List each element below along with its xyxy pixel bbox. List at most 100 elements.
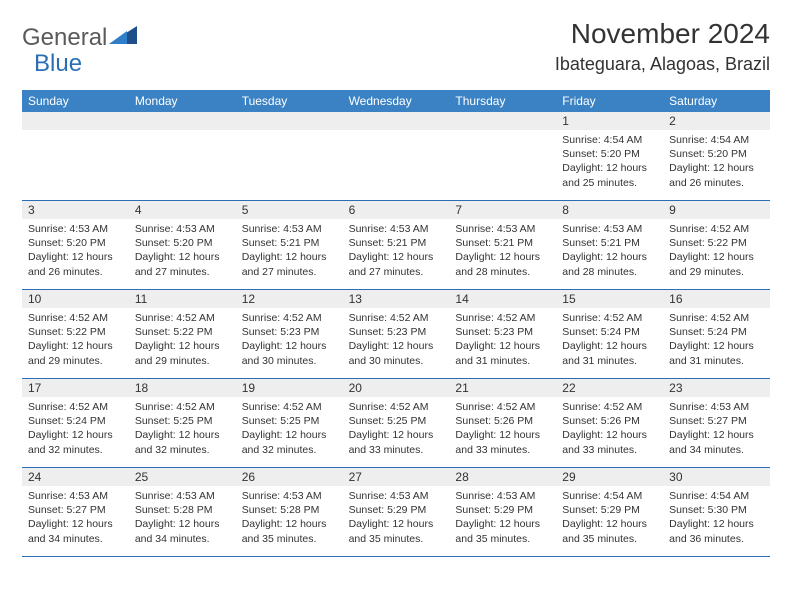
day-cell: 14Sunrise: 4:52 AMSunset: 5:23 PMDayligh… [449, 290, 556, 378]
day-num-empty [22, 112, 129, 130]
day-content: Sunrise: 4:53 AMSunset: 5:29 PMDaylight:… [343, 486, 450, 550]
day-content: Sunrise: 4:52 AMSunset: 5:23 PMDaylight:… [236, 308, 343, 372]
day-number: 22 [556, 379, 663, 397]
day-num-empty [129, 112, 236, 130]
day-cell: 27Sunrise: 4:53 AMSunset: 5:29 PMDayligh… [343, 468, 450, 556]
day-content: Sunrise: 4:52 AMSunset: 5:26 PMDaylight:… [556, 397, 663, 461]
day-number: 8 [556, 201, 663, 219]
day-cell: 1Sunrise: 4:54 AMSunset: 5:20 PMDaylight… [556, 112, 663, 200]
day-header-monday: Monday [129, 90, 236, 112]
day-number: 5 [236, 201, 343, 219]
logo-triangle-icon [109, 26, 137, 49]
day-cell: 4Sunrise: 4:53 AMSunset: 5:20 PMDaylight… [129, 201, 236, 289]
day-header-row: SundayMondayTuesdayWednesdayThursdayFrid… [22, 90, 770, 112]
day-content: Sunrise: 4:53 AMSunset: 5:28 PMDaylight:… [129, 486, 236, 550]
day-cell: 29Sunrise: 4:54 AMSunset: 5:29 PMDayligh… [556, 468, 663, 556]
day-cell: 5Sunrise: 4:53 AMSunset: 5:21 PMDaylight… [236, 201, 343, 289]
logo-text-general: General [22, 24, 107, 51]
day-content: Sunrise: 4:52 AMSunset: 5:26 PMDaylight:… [449, 397, 556, 461]
day-cell: 22Sunrise: 4:52 AMSunset: 5:26 PMDayligh… [556, 379, 663, 467]
day-cell: 30Sunrise: 4:54 AMSunset: 5:30 PMDayligh… [663, 468, 770, 556]
day-number: 25 [129, 468, 236, 486]
day-number: 11 [129, 290, 236, 308]
day-number: 28 [449, 468, 556, 486]
day-content: Sunrise: 4:53 AMSunset: 5:28 PMDaylight:… [236, 486, 343, 550]
day-cell: 20Sunrise: 4:52 AMSunset: 5:25 PMDayligh… [343, 379, 450, 467]
day-content: Sunrise: 4:52 AMSunset: 5:22 PMDaylight:… [663, 219, 770, 283]
day-content: Sunrise: 4:52 AMSunset: 5:25 PMDaylight:… [236, 397, 343, 461]
logo: General Blue [22, 26, 137, 78]
day-header-tuesday: Tuesday [236, 90, 343, 112]
day-cell: 9Sunrise: 4:52 AMSunset: 5:22 PMDaylight… [663, 201, 770, 289]
day-content: Sunrise: 4:52 AMSunset: 5:23 PMDaylight:… [343, 308, 450, 372]
day-number: 6 [343, 201, 450, 219]
day-header-saturday: Saturday [663, 90, 770, 112]
day-header-thursday: Thursday [449, 90, 556, 112]
day-content: Sunrise: 4:54 AMSunset: 5:20 PMDaylight:… [663, 130, 770, 194]
day-cell: 17Sunrise: 4:52 AMSunset: 5:24 PMDayligh… [22, 379, 129, 467]
day-number: 2 [663, 112, 770, 130]
day-number: 29 [556, 468, 663, 486]
day-content: Sunrise: 4:53 AMSunset: 5:20 PMDaylight:… [129, 219, 236, 283]
day-number: 7 [449, 201, 556, 219]
day-content: Sunrise: 4:53 AMSunset: 5:29 PMDaylight:… [449, 486, 556, 550]
day-number: 19 [236, 379, 343, 397]
day-content: Sunrise: 4:53 AMSunset: 5:27 PMDaylight:… [663, 397, 770, 461]
day-cell [129, 112, 236, 200]
day-cell: 6Sunrise: 4:53 AMSunset: 5:21 PMDaylight… [343, 201, 450, 289]
day-cell: 28Sunrise: 4:53 AMSunset: 5:29 PMDayligh… [449, 468, 556, 556]
day-number: 21 [449, 379, 556, 397]
day-cell: 16Sunrise: 4:52 AMSunset: 5:24 PMDayligh… [663, 290, 770, 378]
day-content: Sunrise: 4:52 AMSunset: 5:24 PMDaylight:… [22, 397, 129, 461]
day-number: 24 [22, 468, 129, 486]
day-content: Sunrise: 4:54 AMSunset: 5:29 PMDaylight:… [556, 486, 663, 550]
day-cell [236, 112, 343, 200]
day-content: Sunrise: 4:53 AMSunset: 5:21 PMDaylight:… [449, 219, 556, 283]
day-content: Sunrise: 4:53 AMSunset: 5:27 PMDaylight:… [22, 486, 129, 550]
week-row: 3Sunrise: 4:53 AMSunset: 5:20 PMDaylight… [22, 201, 770, 290]
day-content: Sunrise: 4:52 AMSunset: 5:25 PMDaylight:… [343, 397, 450, 461]
day-cell: 25Sunrise: 4:53 AMSunset: 5:28 PMDayligh… [129, 468, 236, 556]
day-content: Sunrise: 4:52 AMSunset: 5:23 PMDaylight:… [449, 308, 556, 372]
day-number: 16 [663, 290, 770, 308]
day-number: 20 [343, 379, 450, 397]
day-num-empty [449, 112, 556, 130]
calendar-page: General Blue November 2024 Ibateguara, A… [0, 0, 792, 575]
day-content: Sunrise: 4:53 AMSunset: 5:20 PMDaylight:… [22, 219, 129, 283]
location: Ibateguara, Alagoas, Brazil [555, 54, 770, 75]
week-row: 17Sunrise: 4:52 AMSunset: 5:24 PMDayligh… [22, 379, 770, 468]
week-row: 1Sunrise: 4:54 AMSunset: 5:20 PMDaylight… [22, 112, 770, 201]
day-cell [343, 112, 450, 200]
day-cell: 24Sunrise: 4:53 AMSunset: 5:27 PMDayligh… [22, 468, 129, 556]
day-number: 18 [129, 379, 236, 397]
day-number: 27 [343, 468, 450, 486]
header: General Blue November 2024 Ibateguara, A… [22, 18, 770, 78]
day-number: 17 [22, 379, 129, 397]
week-row: 10Sunrise: 4:52 AMSunset: 5:22 PMDayligh… [22, 290, 770, 379]
day-content: Sunrise: 4:54 AMSunset: 5:30 PMDaylight:… [663, 486, 770, 550]
day-header-friday: Friday [556, 90, 663, 112]
day-cell: 23Sunrise: 4:53 AMSunset: 5:27 PMDayligh… [663, 379, 770, 467]
day-content: Sunrise: 4:53 AMSunset: 5:21 PMDaylight:… [236, 219, 343, 283]
day-num-empty [236, 112, 343, 130]
day-cell: 13Sunrise: 4:52 AMSunset: 5:23 PMDayligh… [343, 290, 450, 378]
day-cell: 8Sunrise: 4:53 AMSunset: 5:21 PMDaylight… [556, 201, 663, 289]
day-number: 12 [236, 290, 343, 308]
day-header-sunday: Sunday [22, 90, 129, 112]
day-number: 13 [343, 290, 450, 308]
day-content: Sunrise: 4:53 AMSunset: 5:21 PMDaylight:… [343, 219, 450, 283]
day-content: Sunrise: 4:52 AMSunset: 5:24 PMDaylight:… [663, 308, 770, 372]
day-content: Sunrise: 4:54 AMSunset: 5:20 PMDaylight:… [556, 130, 663, 194]
day-cell: 11Sunrise: 4:52 AMSunset: 5:22 PMDayligh… [129, 290, 236, 378]
day-cell [449, 112, 556, 200]
day-cell [22, 112, 129, 200]
day-number: 30 [663, 468, 770, 486]
day-num-empty [343, 112, 450, 130]
day-number: 10 [22, 290, 129, 308]
week-row: 24Sunrise: 4:53 AMSunset: 5:27 PMDayligh… [22, 468, 770, 557]
day-cell: 2Sunrise: 4:54 AMSunset: 5:20 PMDaylight… [663, 112, 770, 200]
day-content: Sunrise: 4:52 AMSunset: 5:22 PMDaylight:… [129, 308, 236, 372]
day-cell: 19Sunrise: 4:52 AMSunset: 5:25 PMDayligh… [236, 379, 343, 467]
day-number: 9 [663, 201, 770, 219]
day-content: Sunrise: 4:52 AMSunset: 5:22 PMDaylight:… [22, 308, 129, 372]
